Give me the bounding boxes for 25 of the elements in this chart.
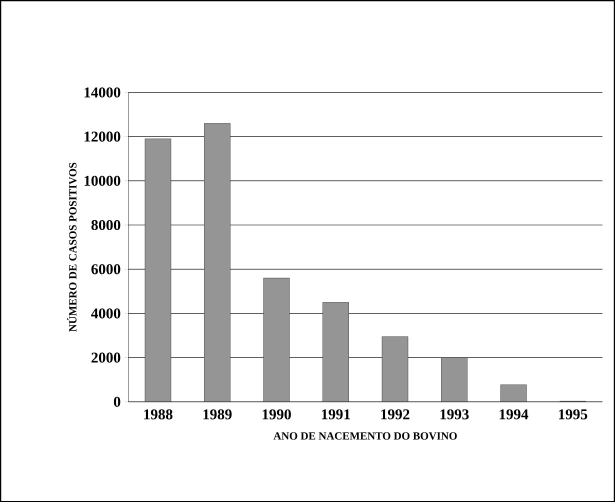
x-tick-label: 1994: [500, 409, 528, 420]
x-tick-label: 1988: [144, 409, 172, 420]
y-tick-label: 10000: [84, 176, 120, 186]
x-tick-label: 1989: [203, 409, 232, 420]
bar: [263, 278, 290, 402]
x-tick-label: 1992: [381, 409, 410, 420]
x-axis-title: ANO DE NACEMENTO DO BOVINO: [273, 432, 457, 440]
bar: [144, 138, 172, 402]
x-tick-label: 1991: [322, 409, 350, 420]
x-tick-label: 1990: [262, 409, 291, 420]
x-tick-label: 1993: [440, 409, 469, 420]
bar: [500, 384, 527, 402]
y-axis-title: NÚMERO DE CASOS POSITIVOS: [66, 162, 77, 332]
y-tick-label: 4000: [91, 308, 120, 318]
y-tick-label: 8000: [91, 220, 120, 230]
x-tick-label: 1995: [559, 409, 588, 420]
y-tick-label: 14000: [84, 87, 120, 98]
y-tick-label: 0: [114, 396, 120, 407]
bar: [322, 302, 349, 402]
y-tick-label: 2000: [92, 352, 120, 363]
bar: [204, 123, 230, 402]
y-tick-label: 6000: [91, 264, 120, 274]
y-tick-label: 12000: [84, 131, 120, 142]
bar: [441, 357, 468, 402]
bar: [382, 336, 408, 402]
